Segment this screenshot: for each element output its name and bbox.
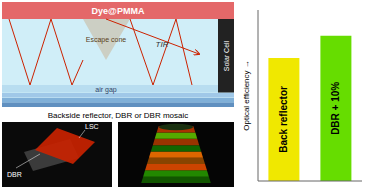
svg-text:DBR: DBR bbox=[8, 171, 22, 178]
svg-text:Optical efficiency →: Optical efficiency → bbox=[242, 60, 251, 131]
svg-text:Solar Cell: Solar Cell bbox=[223, 40, 230, 71]
svg-text:air gap: air gap bbox=[95, 86, 117, 94]
svg-text:TIR: TIR bbox=[156, 40, 169, 49]
svg-text:Dye@PMMA: Dye@PMMA bbox=[92, 6, 145, 16]
svg-text:DBR + 10%: DBR + 10% bbox=[330, 82, 341, 135]
svg-text:Backside reflector, DBR or DBR: Backside reflector, DBR or DBR mosaic bbox=[48, 111, 189, 120]
svg-text:Back reflector: Back reflector bbox=[278, 86, 289, 153]
svg-text:Escape cone: Escape cone bbox=[86, 36, 127, 44]
svg-text:LSC: LSC bbox=[85, 123, 99, 130]
